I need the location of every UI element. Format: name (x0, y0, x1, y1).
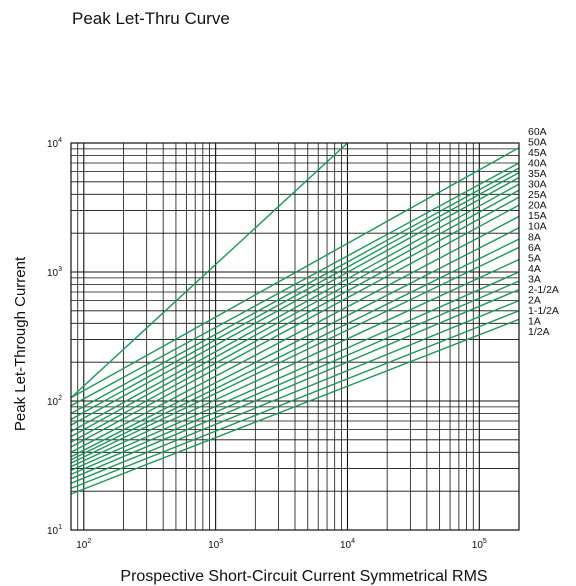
series-line-9 (70, 215, 520, 453)
x-tick-label-2: 104 (340, 538, 355, 551)
axis-ticks: 102 103 104 105 101 102 103 104 (47, 137, 487, 551)
series-line-17 (70, 299, 520, 484)
x-tick-label-3: 105 (472, 538, 487, 551)
series-line-8 (70, 204, 520, 448)
series-line-10 (70, 227, 520, 458)
series-line-16 (70, 288, 520, 480)
series-line-1 (70, 162, 520, 407)
curve-label-0: 60A (528, 126, 547, 138)
curve-label-11: 6A (528, 242, 541, 254)
curve-label-5: 30A (528, 179, 547, 191)
curve-label-14: 3A (528, 273, 541, 285)
curve-labels: 60A50A45A40A35A30A25A20A15A10A8A6A5A4A3A… (528, 126, 559, 338)
grid (70, 143, 520, 531)
curve-label-13: 4A (528, 263, 541, 275)
curve-label-10: 8A (528, 231, 541, 243)
series-line-13 (70, 258, 520, 468)
curve-label-19: 1/2A (528, 326, 550, 338)
y-axis-label: Peak Let-Through Current (12, 256, 29, 431)
series-line-6 (70, 189, 520, 438)
series-line-12 (70, 246, 520, 464)
series-line-19 (70, 318, 520, 495)
plot-frame (70, 142, 520, 531)
asymptote-line (70, 142, 348, 399)
series-line-7 (70, 196, 520, 443)
x-axis-label: Prospective Short-Circuit Current Symmet… (120, 568, 487, 585)
curve-label-3: 40A (528, 158, 547, 170)
curve-label-4: 35A (528, 168, 547, 180)
series-line-2 (70, 167, 520, 415)
x-tick-label-1: 103 (208, 538, 223, 551)
series-line-0 (70, 147, 520, 399)
curve-label-6: 25A (528, 189, 547, 201)
curve-label-9: 10A (528, 221, 547, 233)
curve-label-18: 1A (528, 315, 541, 327)
curves (70, 142, 520, 495)
y-tick-label-0: 101 (47, 524, 62, 537)
series-line-4 (70, 176, 520, 426)
curve-label-12: 5A (528, 252, 541, 264)
series-line-14 (70, 271, 520, 472)
curve-label-17: 1-1/2A (528, 305, 559, 317)
curve-label-8: 15A (528, 210, 547, 222)
series-line-3 (70, 171, 520, 421)
y-tick-label-3: 104 (47, 137, 62, 150)
y-tick-label-1: 102 (47, 395, 62, 408)
curve-label-16: 2A (528, 294, 541, 306)
y-tick-label-2: 103 (47, 266, 62, 279)
x-tick-label-0: 102 (76, 538, 91, 551)
series-line-18 (70, 310, 520, 490)
chart-title: Peak Let-Thru Curve (72, 9, 230, 28)
series-line-15 (70, 280, 520, 476)
curve-label-1: 50A (528, 137, 547, 149)
curve-label-15: 2-1/2A (528, 284, 559, 296)
curve-label-2: 45A (528, 147, 547, 159)
series-line-11 (70, 238, 520, 461)
curve-label-7: 20A (528, 200, 547, 212)
series-line-5 (70, 183, 520, 433)
